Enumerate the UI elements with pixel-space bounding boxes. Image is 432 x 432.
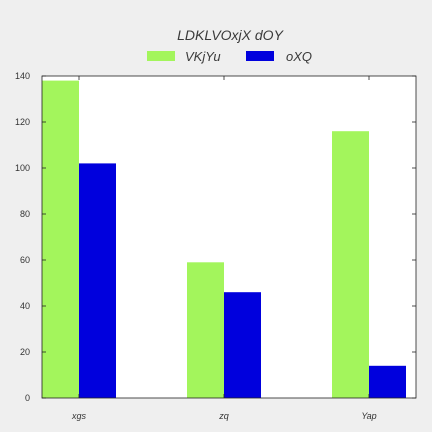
legend-label-vkjyu: VKjYu (185, 49, 221, 64)
y-tick-label: 0 (25, 393, 30, 403)
bar-vkjyu-yap (332, 131, 369, 398)
legend-swatch-vkjyu (147, 51, 175, 61)
bar-vkjyu-xgs (42, 80, 79, 398)
chart-title: LDKLVOxjX dOY (177, 27, 284, 43)
plot-frame (41, 75, 417, 399)
axis-labels: xgs zq Yap 0 20 40 60 80 100 120 140 (15, 71, 377, 421)
y-tick-label: 140 (15, 71, 30, 81)
bar-oxq-yap (369, 365, 406, 398)
y-tick-label: 80 (20, 209, 30, 219)
y-tick-label: 100 (15, 163, 30, 173)
y-tick-label: 20 (20, 347, 30, 357)
x-tick-label: Yap (361, 411, 376, 421)
x-tick-label: zq (218, 411, 229, 421)
bar-oxq-zq (224, 292, 261, 398)
bars (42, 80, 406, 398)
bar-vkjyu-zq (187, 262, 224, 398)
bar-oxq-xgs (79, 163, 116, 398)
x-tick-label: xgs (71, 411, 87, 421)
y-tick-label: 40 (20, 301, 30, 311)
y-tick-label: 60 (20, 255, 30, 265)
y-tick-label: 120 (15, 117, 30, 127)
legend-label-oxq: oXQ (286, 49, 312, 64)
legend-swatch-oxq (246, 51, 274, 61)
legend: VKjYu oXQ (147, 49, 312, 64)
